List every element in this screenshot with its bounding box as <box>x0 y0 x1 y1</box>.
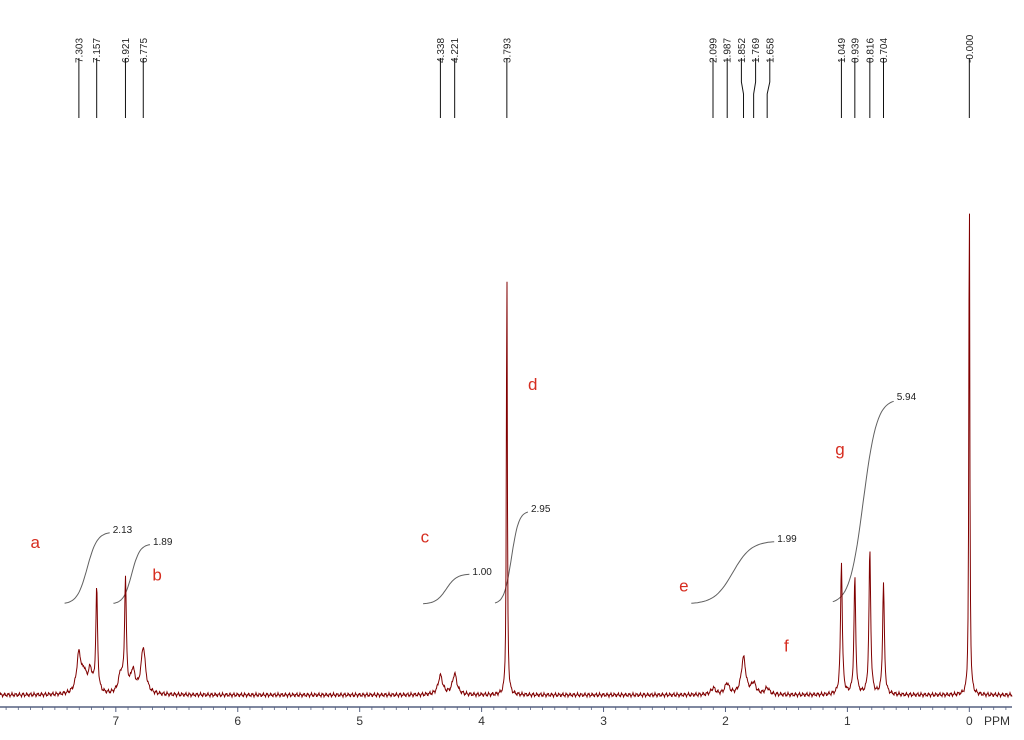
proton-group-label: d <box>528 375 537 394</box>
peak-marker: 1.658 <box>765 38 776 118</box>
proton-group-label: f <box>784 636 789 655</box>
x-tick-label: 0 <box>966 714 973 728</box>
proton-group-label: a <box>30 533 40 552</box>
peak-label: 0.816 <box>865 38 876 63</box>
x-axis-unit-label: PPM <box>984 714 1010 728</box>
x-axis: PPM 7 6 5 4 3 2 1 0 <box>0 706 1012 728</box>
integral-trace <box>494 511 529 604</box>
integral-layer: 2.13 1.89 1.00 2.95 1.99 5.94 <box>64 392 917 605</box>
peak-label: -0.000 <box>965 34 976 63</box>
integral-value: 5.94 <box>897 392 917 403</box>
peak-label: 4.221 <box>450 38 461 63</box>
peak-marker: 1.049 <box>837 38 848 118</box>
peak-label: 7.303 <box>74 38 85 63</box>
peak-label: 1.852 <box>737 38 748 63</box>
integral-curve: 2.13 <box>64 525 133 604</box>
group-label-layer: a b c d e f g <box>30 375 844 656</box>
peak-label: 1.987 <box>723 38 734 63</box>
peak-marker: 3.793 <box>502 38 513 118</box>
integral-curve: 2.95 <box>494 504 551 604</box>
peak-marker: 4.338 <box>436 38 447 118</box>
integral-trace <box>832 400 894 603</box>
integral-curve: 1.89 <box>113 537 173 604</box>
peak-marker: 2.099 <box>709 38 720 118</box>
x-tick-label: 6 <box>234 714 241 728</box>
proton-group-label: g <box>835 440 844 459</box>
peak-label: 2.099 <box>709 38 720 63</box>
proton-group-label: c <box>421 527 430 546</box>
integral-value: 1.00 <box>472 567 492 578</box>
peak-marker: 7.157 <box>92 38 103 118</box>
integral-trace <box>64 532 110 604</box>
integral-trace <box>691 541 775 604</box>
peak-marker: 0.704 <box>879 38 890 118</box>
integral-value: 2.13 <box>113 525 133 536</box>
peak-marker: 0.816 <box>865 38 876 118</box>
peak-label: 1.769 <box>751 38 762 63</box>
x-tick-label: 5 <box>356 714 363 728</box>
integral-curve: 1.99 <box>691 534 797 604</box>
peak-marker: 1.769 <box>751 38 762 118</box>
peak-label: 0.939 <box>850 38 861 63</box>
x-tick-label: 2 <box>722 714 729 728</box>
x-tick-label: 1 <box>844 714 851 728</box>
peak-marker: 1.852 <box>737 38 748 118</box>
x-tick-label: 7 <box>112 714 119 728</box>
peak-label: 6.775 <box>139 38 150 63</box>
spectrum-trace <box>0 213 1013 699</box>
peak-marker: 6.775 <box>139 38 150 118</box>
integral-curve: 5.94 <box>832 392 917 603</box>
integral-value: 2.95 <box>531 504 551 515</box>
integral-trace <box>113 544 151 604</box>
peak-leader-line <box>766 58 771 118</box>
peak-label: 4.338 <box>436 38 447 63</box>
integral-trace <box>423 573 470 605</box>
peak-leader-line <box>740 58 745 118</box>
spectrum-layer <box>0 213 1013 699</box>
peak-marker: -0.000 <box>965 34 976 118</box>
peak-label-layer: 7.303 7.157 6.921 6.775 4.338 4.221 3.793 2.099… <box>74 34 976 118</box>
peak-label: 1.658 <box>765 38 776 63</box>
peak-label: 6.921 <box>121 38 132 63</box>
peak-marker: 7.303 <box>74 38 85 118</box>
peak-label: 3.793 <box>502 38 513 63</box>
integral-value: 1.89 <box>153 537 173 548</box>
integral-value: 1.99 <box>777 534 797 545</box>
peak-label: 7.157 <box>92 38 103 63</box>
peak-marker: 0.939 <box>850 38 861 118</box>
peak-label: 0.704 <box>879 38 890 63</box>
peak-label: 1.049 <box>837 38 848 63</box>
integral-curve: 1.00 <box>423 567 492 605</box>
peak-marker: 6.921 <box>121 38 132 118</box>
peak-leader-line <box>753 58 757 118</box>
proton-group-label: b <box>152 566 161 585</box>
peak-marker: 1.987 <box>723 38 734 118</box>
x-tick-label: 3 <box>600 714 607 728</box>
peak-marker: 4.221 <box>450 38 461 118</box>
x-tick-label: 4 <box>478 714 485 728</box>
proton-group-label: e <box>679 576 688 595</box>
